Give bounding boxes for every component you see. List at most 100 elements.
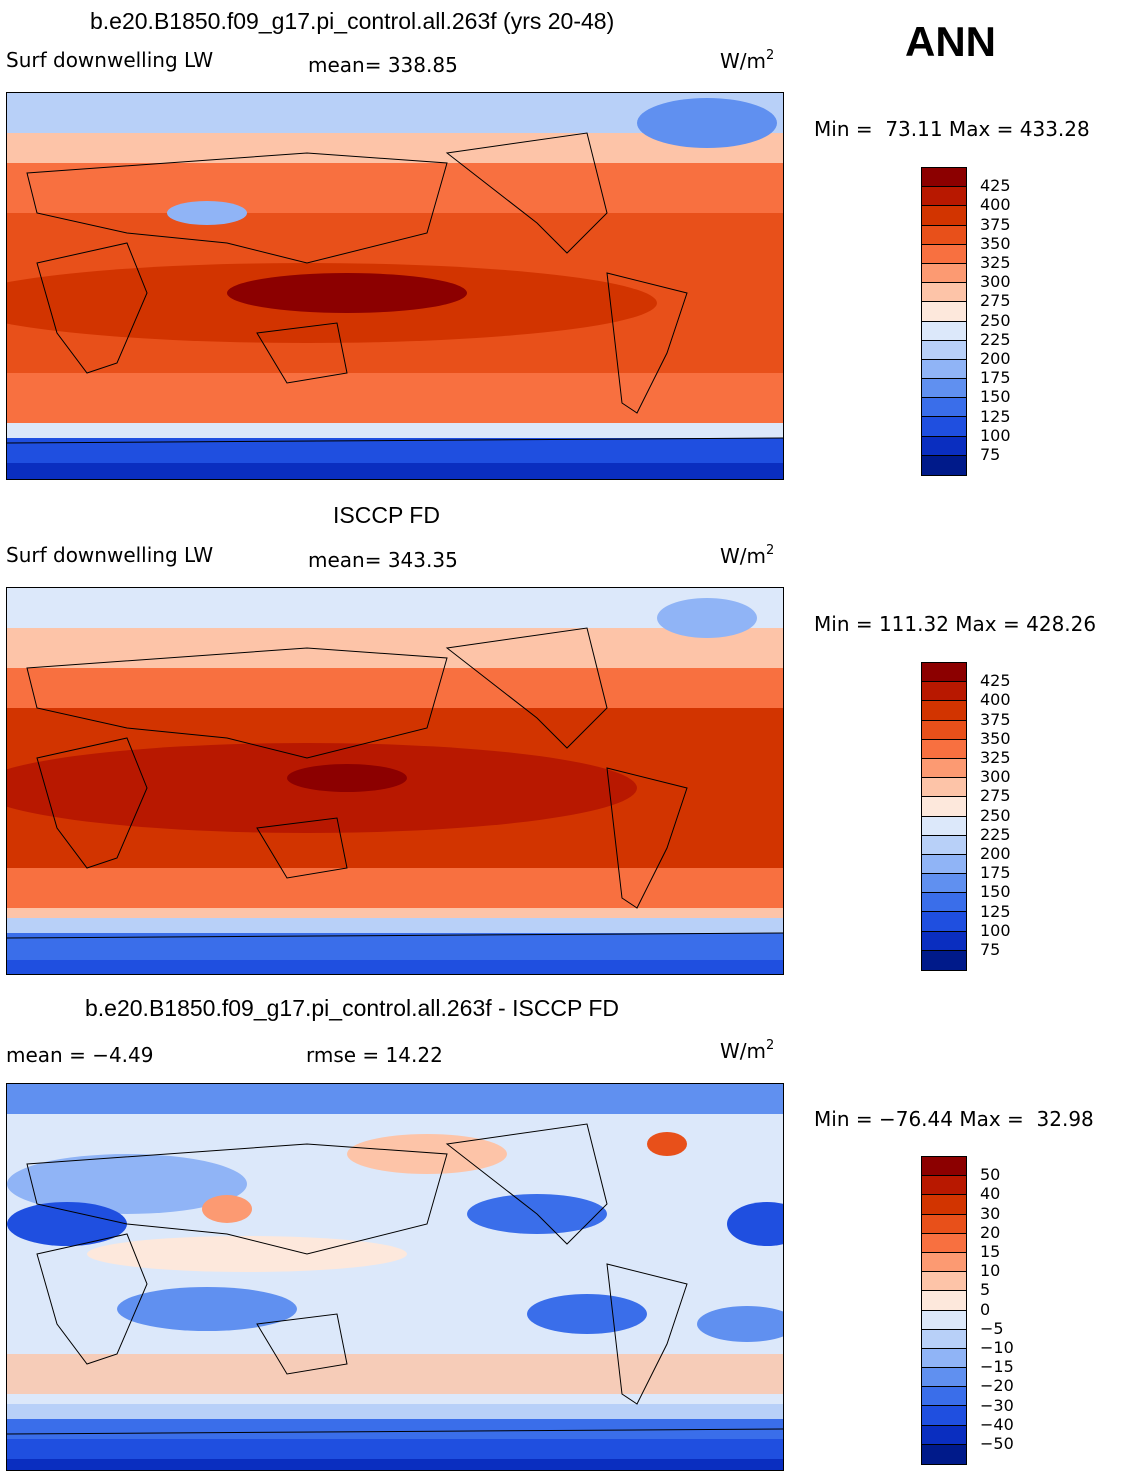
- legend-label: −40: [980, 1414, 1014, 1434]
- legend-swatch: [922, 1387, 966, 1407]
- min-max-label: Min = −76.44 Max = 32.98: [814, 1107, 1094, 1131]
- units-label: W/m2: [720, 48, 775, 73]
- legend-label: 300: [980, 767, 1011, 787]
- legend-swatch: [922, 379, 966, 399]
- legend-label: 225: [980, 824, 1011, 844]
- legend-swatch: [922, 187, 966, 207]
- legend-label: 225: [980, 329, 1011, 349]
- color-legend: [921, 662, 967, 971]
- legend-swatch: [922, 417, 966, 437]
- legend-swatch: [922, 302, 966, 322]
- legend-label: −20: [980, 1376, 1014, 1396]
- legend-label: 300: [980, 272, 1011, 292]
- legend-swatch: [922, 854, 966, 875]
- legend-swatch: [922, 359, 966, 380]
- legend-swatch: [922, 206, 966, 226]
- legend-label: 325: [980, 748, 1011, 767]
- legend-label: 400: [980, 690, 1011, 710]
- legend-swatch: [922, 1329, 966, 1349]
- legend-label: 200: [980, 844, 1011, 863]
- variable-label: Surf downwelling LW: [6, 543, 214, 567]
- panel-title: ISCCP FD: [333, 502, 440, 528]
- units-label: W/m2: [720, 543, 775, 568]
- legend-swatch: [922, 701, 966, 721]
- legend-swatch: [922, 1425, 966, 1445]
- legend-swatch: [922, 1157, 966, 1177]
- legend-label: 425: [980, 176, 1011, 196]
- legend-label: 175: [980, 863, 1011, 883]
- color-legend: [921, 1156, 967, 1465]
- legend-swatch: [922, 874, 966, 894]
- map-field: [7, 1084, 783, 1470]
- rmse-label: rmse = 14.22: [306, 1043, 443, 1067]
- min-max-label: Min = 111.32 Max = 428.26: [814, 612, 1097, 636]
- legend-label: −50: [980, 1434, 1014, 1453]
- legend-label: 175: [980, 368, 1011, 388]
- legend-label: −15: [980, 1357, 1014, 1377]
- legend-label: 50: [980, 1165, 1001, 1185]
- legend-label: −10: [980, 1338, 1014, 1357]
- legend-swatch: [922, 1310, 966, 1330]
- legend-swatch: [922, 1444, 966, 1464]
- season-label: ANN: [905, 18, 996, 65]
- legend-label: 75: [980, 445, 1001, 464]
- legend-label: −5: [980, 1318, 1004, 1338]
- legend-label: 325: [980, 253, 1011, 272]
- legend-swatch: [922, 455, 966, 475]
- legend-swatch: [922, 283, 966, 303]
- legend-label: 275: [980, 291, 1011, 311]
- map-field: [7, 93, 783, 479]
- legend-swatch: [922, 931, 966, 951]
- legend-label: 275: [980, 786, 1011, 806]
- map-field: [7, 588, 783, 974]
- legend-label: 30: [980, 1203, 1001, 1223]
- legend-swatch: [922, 1406, 966, 1426]
- legend-label: 150: [980, 882, 1011, 902]
- legend-swatch: [922, 1291, 966, 1311]
- legend-label: 400: [980, 195, 1011, 215]
- legend-swatch: [922, 263, 966, 284]
- legend-swatch: [922, 1272, 966, 1292]
- min-max-label: Min = 73.11 Max = 433.28: [814, 117, 1090, 141]
- mean-label: mean= 338.85: [308, 53, 458, 77]
- legend-swatch: [922, 797, 966, 817]
- legend-label: 75: [980, 940, 1001, 959]
- legend-label: −30: [980, 1395, 1014, 1415]
- mean-label: mean= 343.35: [308, 548, 458, 572]
- panel-title: b.e20.B1850.f09_g17.pi_control.all.263f …: [90, 8, 615, 34]
- legend-swatch: [922, 1348, 966, 1369]
- legend-label: 350: [980, 728, 1011, 748]
- color-legend: [921, 167, 967, 476]
- legend-label: 100: [980, 920, 1011, 940]
- legend-swatch: [922, 1195, 966, 1215]
- units-label: W/m2: [720, 1038, 775, 1063]
- legend-swatch: [922, 758, 966, 779]
- legend-swatch: [922, 225, 966, 245]
- legend-label: 10: [980, 1261, 1001, 1281]
- legend-swatch: [922, 816, 966, 836]
- legend-swatch: [922, 835, 966, 855]
- legend-swatch: [922, 244, 966, 264]
- legend-swatch: [922, 436, 966, 456]
- legend-label: 0: [980, 1299, 991, 1319]
- legend-label: 375: [980, 214, 1011, 234]
- legend-label: 20: [980, 1222, 1001, 1242]
- legend-swatch: [922, 739, 966, 759]
- panel-title: b.e20.B1850.f09_g17.pi_control.all.263f …: [85, 995, 620, 1021]
- map-model: [6, 92, 784, 480]
- mean-label: mean = −4.49: [6, 1043, 154, 1067]
- legend-swatch: [922, 1368, 966, 1388]
- legend-label: 40: [980, 1184, 1001, 1204]
- legend-label: 5: [980, 1280, 991, 1300]
- legend-swatch: [922, 720, 966, 740]
- legend-label: 125: [980, 901, 1011, 921]
- legend-swatch: [922, 398, 966, 418]
- map-difference: [6, 1083, 784, 1471]
- legend-swatch: [922, 1252, 966, 1273]
- legend-swatch: [922, 912, 966, 932]
- legend-swatch: [922, 778, 966, 798]
- legend-label: 15: [980, 1242, 1001, 1261]
- legend-swatch: [922, 1214, 966, 1234]
- legend-label: 200: [980, 349, 1011, 368]
- legend-label: 125: [980, 406, 1011, 426]
